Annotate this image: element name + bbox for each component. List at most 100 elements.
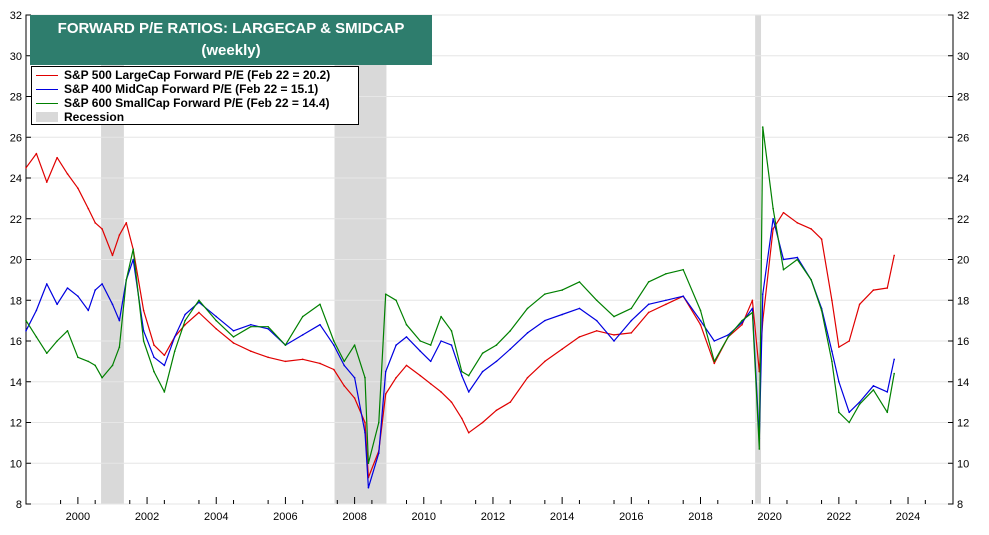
series-0-point bbox=[595, 330, 598, 332]
series-1-point bbox=[215, 315, 218, 318]
series-0-point bbox=[118, 234, 121, 236]
series-1-point bbox=[772, 217, 774, 220]
series-2-point bbox=[450, 330, 453, 332]
series-0-point bbox=[772, 228, 774, 230]
series-1-point bbox=[301, 334, 304, 336]
series-0-point bbox=[163, 354, 166, 357]
series-1-point bbox=[796, 256, 799, 259]
series-1-point bbox=[467, 391, 470, 393]
y-tick-label-right: 20 bbox=[957, 255, 969, 267]
y-tick-label-left: 20 bbox=[10, 255, 22, 267]
x-tick-label: 2016 bbox=[619, 511, 643, 523]
series-0-point bbox=[665, 303, 667, 306]
series-1-point bbox=[250, 323, 252, 326]
legend-item-recession: Recession bbox=[36, 110, 354, 124]
series-0-point bbox=[613, 334, 615, 336]
series-0-point bbox=[25, 167, 27, 169]
series-2-point bbox=[132, 248, 135, 251]
y-tick-label-right: 28 bbox=[957, 92, 969, 104]
series-1-point bbox=[727, 334, 729, 336]
series-0-point bbox=[561, 348, 563, 350]
series-1-point bbox=[751, 307, 754, 310]
series-1-point bbox=[893, 358, 895, 361]
series-2-point bbox=[94, 364, 96, 367]
legend-label-sp400: S&P 400 MidCap Forward P/E (Feb 22 = 15.… bbox=[64, 82, 319, 96]
series-2-point bbox=[509, 330, 512, 332]
series-2-point bbox=[630, 307, 633, 310]
series-0-point bbox=[578, 336, 581, 338]
series-2-point bbox=[250, 325, 252, 328]
series-1-point bbox=[364, 431, 366, 434]
series-2-point bbox=[267, 325, 269, 328]
series-1-point bbox=[630, 319, 633, 322]
x-tick-label: 2014 bbox=[550, 511, 574, 523]
series-1-point bbox=[132, 258, 135, 261]
series-0-point bbox=[481, 421, 484, 424]
series-0-point bbox=[333, 368, 335, 371]
y-tick-label-left: 22 bbox=[10, 214, 22, 226]
series-1-point bbox=[761, 293, 764, 295]
series-2-point bbox=[232, 336, 235, 338]
series-1-point bbox=[142, 330, 145, 332]
series-2-point bbox=[153, 370, 155, 373]
series-2-point bbox=[872, 389, 875, 391]
series-0-point bbox=[395, 376, 397, 379]
series-2-point bbox=[713, 360, 716, 363]
series-0-point bbox=[495, 409, 498, 412]
series-1-point bbox=[838, 380, 840, 383]
series-0-point bbox=[831, 299, 833, 302]
series-0-point bbox=[848, 340, 851, 342]
series-0-point bbox=[215, 327, 218, 330]
series-2-point bbox=[858, 403, 861, 405]
series-2-point bbox=[820, 309, 823, 312]
y-tick-label-left: 16 bbox=[10, 336, 22, 348]
series-2-point bbox=[364, 376, 366, 379]
series-1-point bbox=[405, 336, 408, 338]
series-2-point bbox=[77, 356, 79, 359]
series-1-point bbox=[665, 299, 667, 302]
series-0-point bbox=[94, 222, 96, 224]
series-1-point bbox=[429, 360, 432, 363]
series-2-point bbox=[782, 268, 785, 271]
x-tick-label: 2022 bbox=[827, 511, 851, 523]
series-1-point bbox=[886, 391, 889, 393]
y-tick-label-left: 32 bbox=[10, 10, 22, 22]
series-2-point bbox=[87, 360, 90, 363]
series-0-point bbox=[429, 382, 432, 385]
series-0-point bbox=[751, 299, 754, 302]
series-1-point bbox=[66, 287, 69, 289]
legend-swatch-sp500 bbox=[36, 74, 58, 76]
series-2-point bbox=[378, 421, 380, 424]
series-0-point bbox=[893, 254, 895, 257]
series-0-point bbox=[450, 401, 453, 403]
series-2-point bbox=[613, 315, 615, 318]
series-1-point bbox=[184, 313, 186, 316]
series-2-point bbox=[481, 352, 484, 355]
x-tick-label: 2004 bbox=[204, 511, 228, 523]
series-0-point bbox=[741, 323, 743, 326]
series-2-point bbox=[184, 319, 186, 322]
series-0-point bbox=[250, 350, 252, 352]
x-tick-label: 2000 bbox=[66, 511, 90, 523]
series-1-point bbox=[45, 283, 48, 285]
series-0-point bbox=[232, 342, 235, 344]
series-2-point bbox=[111, 364, 114, 367]
series-2-point bbox=[125, 279, 128, 281]
chart-subtitle: (weekly) bbox=[201, 42, 261, 59]
series-1-point bbox=[77, 295, 79, 297]
series-2-point bbox=[440, 315, 442, 318]
series-1-point bbox=[544, 319, 546, 322]
legend-swatch-sp600 bbox=[36, 102, 58, 104]
series-1-point bbox=[94, 289, 96, 291]
legend-label-recession: Recession bbox=[64, 110, 125, 124]
series-1-point bbox=[526, 332, 529, 334]
series-0-point bbox=[45, 181, 48, 183]
series-0-point bbox=[35, 152, 38, 155]
y-tick-label-right: 30 bbox=[957, 51, 969, 63]
series-0-point bbox=[699, 323, 702, 326]
chart-title: FORWARD P/E RATIOS: LARGECAP & SMIDCAP bbox=[57, 20, 405, 37]
y-tick-label-right: 12 bbox=[957, 418, 969, 430]
series-2-point bbox=[198, 299, 200, 302]
series-2-point bbox=[796, 258, 799, 261]
series-2-point bbox=[647, 281, 650, 283]
